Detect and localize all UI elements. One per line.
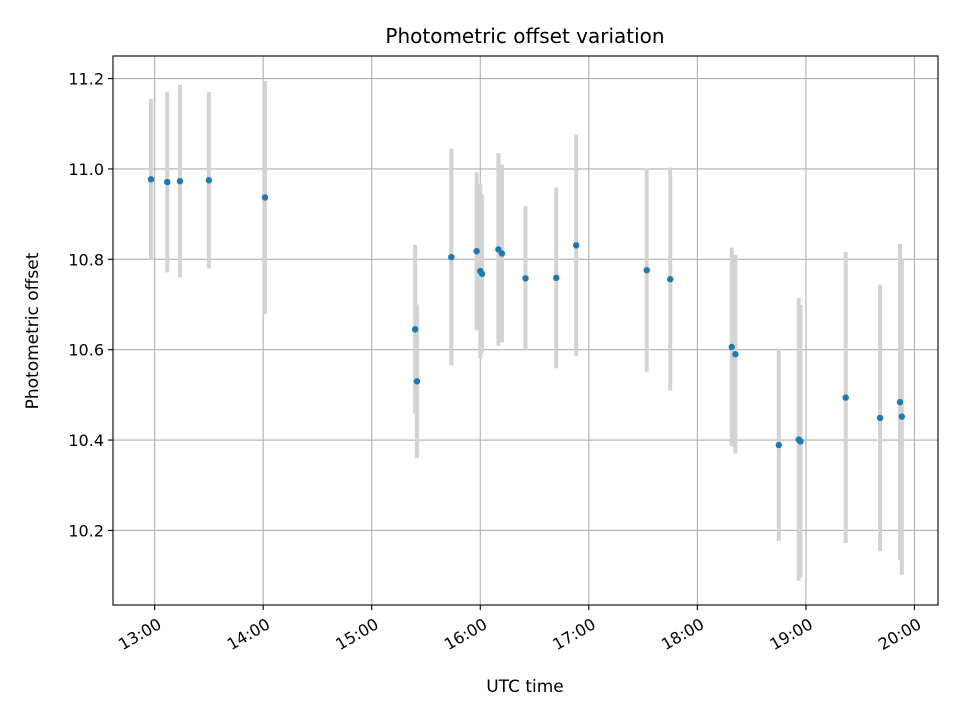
data-point [553, 274, 560, 282]
plot-frame [112, 55, 939, 606]
data-point [413, 378, 421, 385]
data-point [876, 414, 884, 422]
data-point [261, 194, 269, 201]
y-tick-label: 11.2 [68, 70, 104, 89]
data-point [896, 398, 904, 406]
data-point [898, 413, 906, 420]
data-point [478, 270, 486, 277]
y-tick-label: 11.0 [68, 160, 104, 179]
data-point [164, 178, 171, 186]
data-point [448, 253, 455, 261]
y-axis-label: Photometric offset [23, 252, 43, 409]
data-points [147, 176, 906, 449]
data-point [205, 177, 213, 184]
data-point [147, 176, 155, 183]
data-point [643, 266, 650, 274]
data-point [572, 242, 580, 249]
data-point [842, 394, 849, 401]
data-point [522, 275, 529, 282]
data-point [775, 441, 782, 449]
y-tick-label: 10.6 [68, 341, 104, 360]
data-point [473, 248, 480, 255]
y-tick-label: 10.8 [68, 250, 104, 269]
chart-title: Photometric offset variation [385, 24, 664, 48]
y-tick-label: 10.4 [68, 431, 104, 450]
data-point [732, 351, 739, 358]
x-axis-label: UTC time [486, 677, 564, 697]
y-tick-label: 10.2 [68, 521, 104, 540]
data-point [411, 326, 419, 333]
data-point [667, 276, 674, 283]
data-point [728, 343, 735, 351]
data-point [498, 250, 506, 257]
data-point [797, 438, 804, 445]
data-point [176, 177, 184, 185]
